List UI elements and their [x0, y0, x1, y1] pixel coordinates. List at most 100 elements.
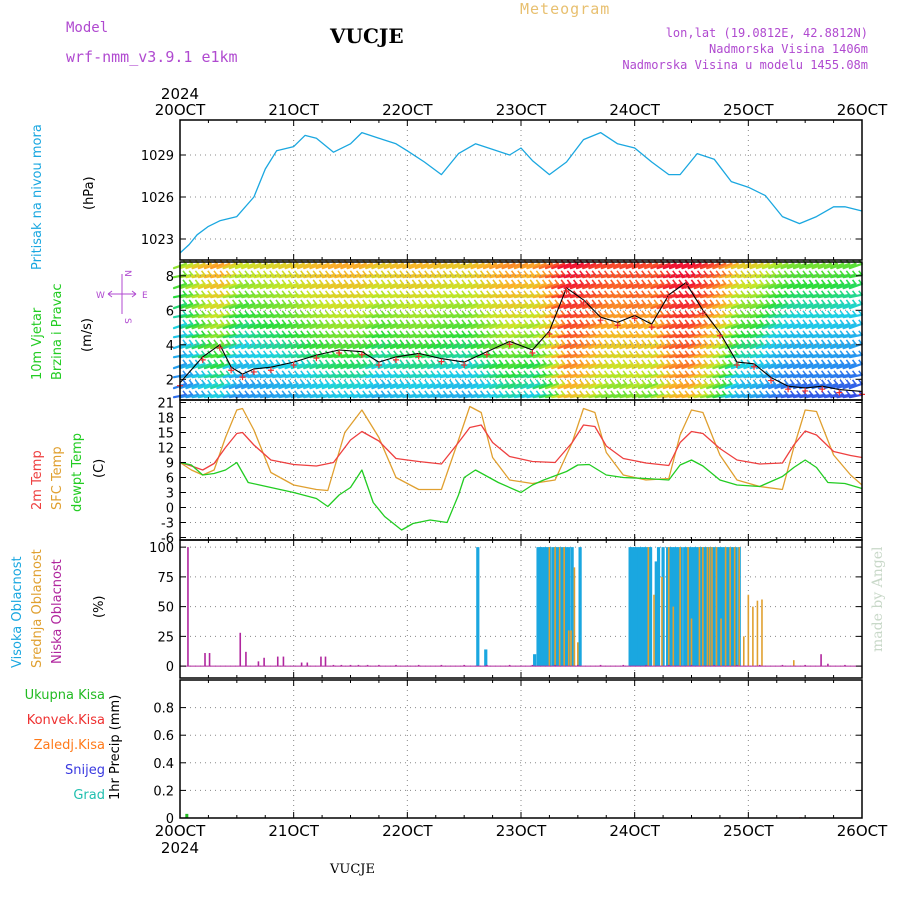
cloud-unit: (%): [92, 595, 107, 619]
dewpt-line: [179, 459, 863, 531]
wind-gust-marker: [580, 299, 587, 306]
cloud-high-bar: [679, 547, 683, 667]
cloud-mid-bar: [690, 618, 693, 667]
cloud-high-bar: [656, 547, 661, 667]
cloud-high-ylabel: Visoka Oblacnost: [10, 556, 25, 668]
temperature-ytick-label: 9: [166, 457, 174, 472]
cloud-low-bar: [820, 654, 822, 667]
wind-gust-marker: [682, 282, 689, 289]
product-title: Meteogram: [520, 0, 611, 18]
cloud-mid-bar: [679, 547, 681, 667]
cloud-high-bar: [543, 547, 547, 667]
legend-total-rain: Ukupna Kisa: [24, 688, 105, 703]
cloud-mid-bar: [563, 547, 565, 667]
cloud-low-bar: [713, 664, 716, 667]
cloud-high-bar: [696, 547, 700, 667]
pressure-ylabel: Pritisak na nivou mora: [30, 124, 45, 270]
cloud-high-bar: [692, 547, 696, 667]
model-elevation-text: Nadmorska Visina u modelu 1455.08m: [622, 58, 868, 72]
cloud-low-bar: [781, 664, 784, 667]
cloud-high-bar: [689, 547, 694, 667]
cloud-low-bar: [395, 664, 397, 667]
wind-gust-marker: [290, 362, 297, 369]
cloud-high-bar: [718, 547, 722, 667]
cloud-low-bar: [366, 664, 369, 667]
cloud-high-bar: [672, 547, 677, 667]
cloud-mid-bar: [720, 618, 722, 667]
wind-gust-marker: [529, 349, 536, 356]
precip-ytick-label: 0.6: [153, 729, 174, 744]
temp-unit: (C): [92, 458, 107, 478]
cloud-high-bar: [635, 547, 639, 667]
cloud-high-bar: [639, 547, 644, 667]
cloud-high-bar: [628, 547, 632, 667]
temperature-ytick-label: 12: [157, 442, 174, 457]
precip-ytick-label: 0.8: [153, 702, 174, 717]
bottom-time-tick-label: 20OCT: [155, 822, 206, 840]
cloud-mid-bar: [672, 606, 675, 667]
cloud-high-bar: [484, 649, 488, 667]
bottom-time-tick-label: 21OCT: [268, 822, 319, 840]
temperature-ytick-label: 15: [157, 427, 174, 442]
cloud-mid-bar: [667, 547, 670, 667]
precip-ylabel: 1hr Precip (mm): [108, 694, 123, 800]
cloud-high-bar: [727, 547, 731, 667]
cloud-high-bar: [567, 547, 571, 667]
cloud-low-bar: [622, 664, 625, 667]
top-year-label: 2024: [161, 85, 199, 103]
wind-gust-marker: [733, 362, 740, 369]
wind-ytick-label: 8: [166, 270, 174, 285]
wind-unit: (m/s): [80, 318, 95, 352]
wind-ytick-label: 6: [166, 304, 174, 319]
cloud-high-bar: [654, 561, 658, 667]
cloud-high-bar: [683, 547, 687, 667]
cloud-low-bar: [276, 656, 279, 667]
wind-gust-marker: [239, 374, 246, 381]
wind-gust-marker: [563, 287, 570, 294]
cloud-high-bar: [648, 547, 653, 667]
clouds-ticks: [179, 540, 863, 678]
pressure-ytick-label: 1029: [141, 149, 174, 164]
pressure-grid: [180, 120, 862, 260]
sfc-temp-line: [179, 405, 863, 492]
compass-e-label: E: [142, 291, 148, 301]
wind-gust-marker: [614, 322, 621, 329]
wind-gust-marker: [802, 387, 809, 394]
bottom-year-label: 2024: [161, 839, 199, 857]
cloud-low-bar: [340, 664, 343, 667]
wind-gust-marker: [699, 310, 706, 317]
cloud-high-bar: [476, 547, 480, 667]
cloud-high-bar: [712, 547, 716, 667]
cloud-mid-bar: [708, 547, 711, 667]
cloud-high-bar: [536, 547, 540, 667]
cloud-high-bar: [555, 547, 559, 667]
precip-grid: [180, 680, 862, 819]
pressure-unit: (hPa): [82, 176, 97, 210]
precip-ytick-label: 0: [166, 812, 174, 827]
wind-ytick-label: 2: [166, 373, 174, 388]
cloud-mid-bar: [573, 567, 576, 667]
cloud-high-bar: [564, 547, 569, 667]
cloud-mid-bar: [742, 636, 745, 667]
cloud-mid-bar: [715, 547, 718, 667]
cloud-mid-bar: [711, 547, 713, 667]
wind-gust-marker: [336, 349, 343, 356]
cloud-mid-bar: [653, 594, 655, 667]
wind-gust-marker: [836, 389, 843, 396]
wind-gust-marker: [597, 317, 604, 324]
cloud-low-bar: [208, 653, 211, 667]
cloud-low-bar: [417, 664, 420, 667]
cloud-high-bar: [538, 547, 542, 667]
wind-gust-marker: [819, 386, 826, 393]
precip-ticks: [179, 680, 863, 819]
clouds-ytick-label: 25: [157, 630, 174, 645]
bottom-time-tick-label: 24OCT: [609, 822, 660, 840]
cloud-high-bar: [703, 547, 707, 667]
cloud-high-bar: [670, 547, 674, 667]
pressure-ticks: [179, 120, 863, 260]
wind-gust-marker: [358, 351, 365, 358]
cloud-low-bar: [463, 664, 465, 667]
wind-ylabel-1: 10m Vjetar: [30, 307, 45, 380]
wind-gust-marker: [716, 332, 723, 339]
